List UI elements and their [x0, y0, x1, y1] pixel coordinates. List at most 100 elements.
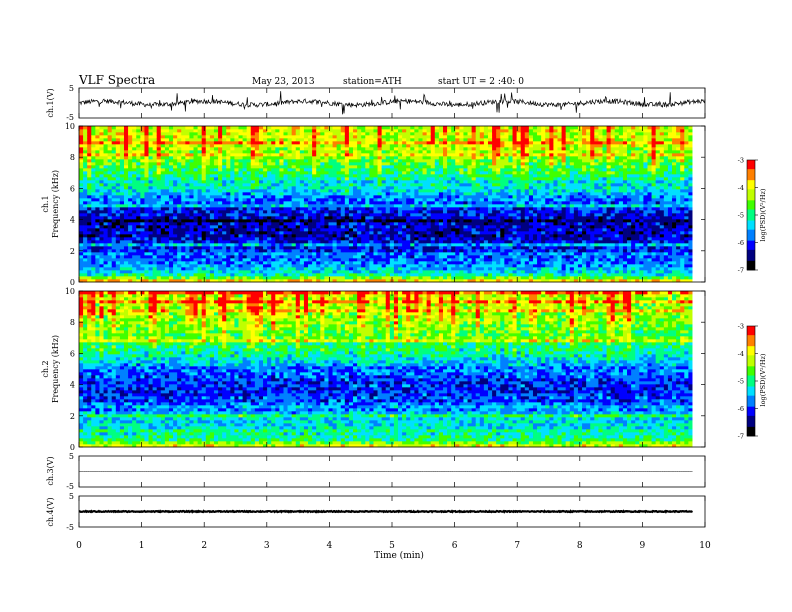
- spectrogram-cell: [430, 147, 436, 151]
- spectrogram-cell: [119, 135, 125, 139]
- spectrogram-cell: [340, 141, 346, 145]
- spectrogram-cell: [250, 246, 256, 250]
- spectrogram-cell: [173, 195, 178, 199]
- spectrogram-cell: [451, 231, 456, 235]
- spectrogram-cell: [410, 273, 415, 277]
- spectrogram-cell: [246, 189, 252, 193]
- spectrogram-cell: [111, 261, 117, 265]
- spectrogram-cell: [258, 186, 264, 190]
- spectrogram-cell: [258, 252, 264, 256]
- spectrogram-cell: [119, 195, 125, 199]
- spectrogram-cell: [103, 264, 108, 268]
- spectrogram-cell: [226, 258, 231, 262]
- spectrogram-cell: [193, 132, 198, 136]
- spectrogram-cell: [263, 126, 268, 130]
- spectrogram-cell: [422, 201, 427, 205]
- spectrogram-cell: [123, 201, 129, 205]
- spectrogram-cell: [95, 162, 100, 166]
- spectrogram-cell: [205, 255, 211, 259]
- spectrogram-cell: [234, 246, 239, 250]
- spectrogram-cell: [357, 258, 362, 262]
- spectrogram-cell: [410, 252, 415, 256]
- spectrogram-cell: [443, 171, 448, 175]
- spectrogram-cell: [344, 210, 350, 214]
- spectrogram-cell: [275, 174, 280, 178]
- spectrogram-cell: [250, 201, 256, 205]
- spectrogram-cell: [95, 159, 100, 163]
- spectrogram-cell: [234, 192, 239, 196]
- spectrogram-cell: [385, 168, 391, 172]
- spectrogram-cell: [128, 249, 133, 253]
- spectrogram-cell: [299, 189, 305, 193]
- spectrogram-cell: [189, 264, 194, 268]
- spectrogram-cell: [193, 180, 198, 184]
- spectrogram-cell: [79, 252, 84, 256]
- spectrogram-cell: [279, 219, 284, 223]
- spectrogram-cell: [246, 192, 252, 196]
- spectrogram-cell: [434, 210, 440, 214]
- spectrogram-cell: [353, 261, 358, 265]
- spectrogram-cell: [132, 216, 137, 220]
- spectrogram-cell: [99, 192, 104, 196]
- spectrogram-cell: [443, 228, 448, 232]
- spectrogram-cell: [344, 219, 350, 223]
- spectrogram-cell: [283, 138, 288, 142]
- spectrogram-cell: [463, 219, 468, 223]
- spectrogram-cell: [303, 165, 309, 169]
- spectrogram-cell: [160, 279, 166, 283]
- spectrogram-cell: [140, 213, 145, 217]
- spectrogram-cell: [328, 258, 333, 262]
- spectrogram-cell: [246, 186, 252, 190]
- spectrogram-cell: [132, 168, 137, 172]
- spectrogram-cell: [226, 210, 231, 214]
- spectrogram-cell: [234, 186, 239, 190]
- spectrogram-cell: [299, 141, 305, 145]
- spectrogram-cell: [173, 270, 178, 274]
- spectrogram-cell: [287, 261, 293, 265]
- spectrogram-cell: [291, 234, 297, 238]
- spectrogram-cell: [193, 210, 198, 214]
- spectrogram-cell: [205, 267, 211, 271]
- spectrogram-cell: [164, 243, 170, 247]
- spectrogram-cell: [373, 255, 378, 259]
- spectrogram-cell: [263, 231, 268, 235]
- spectrogram-cell: [218, 180, 223, 184]
- spectrogram-cell: [189, 201, 194, 205]
- spectrogram-cell: [308, 207, 313, 211]
- spectrogram-cell: [234, 204, 239, 208]
- spectrogram-cell: [283, 222, 288, 226]
- spectrogram-cell: [238, 216, 243, 220]
- spectrogram-cell: [393, 276, 399, 280]
- spectrogram-cell: [246, 207, 252, 211]
- spectrogram-cell: [402, 279, 407, 283]
- spectrogram-cell: [336, 276, 342, 280]
- spectrogram-cell: [398, 138, 403, 142]
- spectrogram-cell: [91, 168, 96, 172]
- spectrogram-cell: [320, 240, 325, 244]
- spectrogram-cell: [222, 177, 227, 181]
- spectrogram-cell: [389, 165, 395, 169]
- spectrogram-cell: [463, 222, 468, 226]
- spectrogram-cell: [373, 207, 378, 211]
- spectrogram-cell: [398, 228, 403, 232]
- spectrogram-cell: [459, 180, 464, 184]
- spectrogram-cell: [312, 189, 317, 193]
- spectrogram-cell: [418, 264, 423, 268]
- spectrogram-cell: [418, 126, 423, 130]
- spectrogram-cell: [328, 153, 333, 157]
- spectrogram-cell: [291, 237, 297, 241]
- spectrogram-cell: [115, 153, 121, 157]
- spectrogram-cell: [250, 231, 256, 235]
- spectrogram-cell: [459, 216, 464, 220]
- spectrogram-cell: [332, 255, 338, 259]
- spectrogram-cell: [291, 231, 297, 235]
- spectrogram-cell: [402, 231, 407, 235]
- spectrogram-cell: [168, 246, 174, 250]
- spectrogram-cell: [279, 276, 284, 280]
- spectrogram-cell: [168, 177, 174, 181]
- spectrogram-cell: [316, 189, 321, 193]
- spectrogram-cell: [369, 138, 374, 142]
- spectrogram-cell: [140, 204, 145, 208]
- spectrogram-cell: [381, 147, 387, 151]
- spectrogram-cell: [205, 171, 211, 175]
